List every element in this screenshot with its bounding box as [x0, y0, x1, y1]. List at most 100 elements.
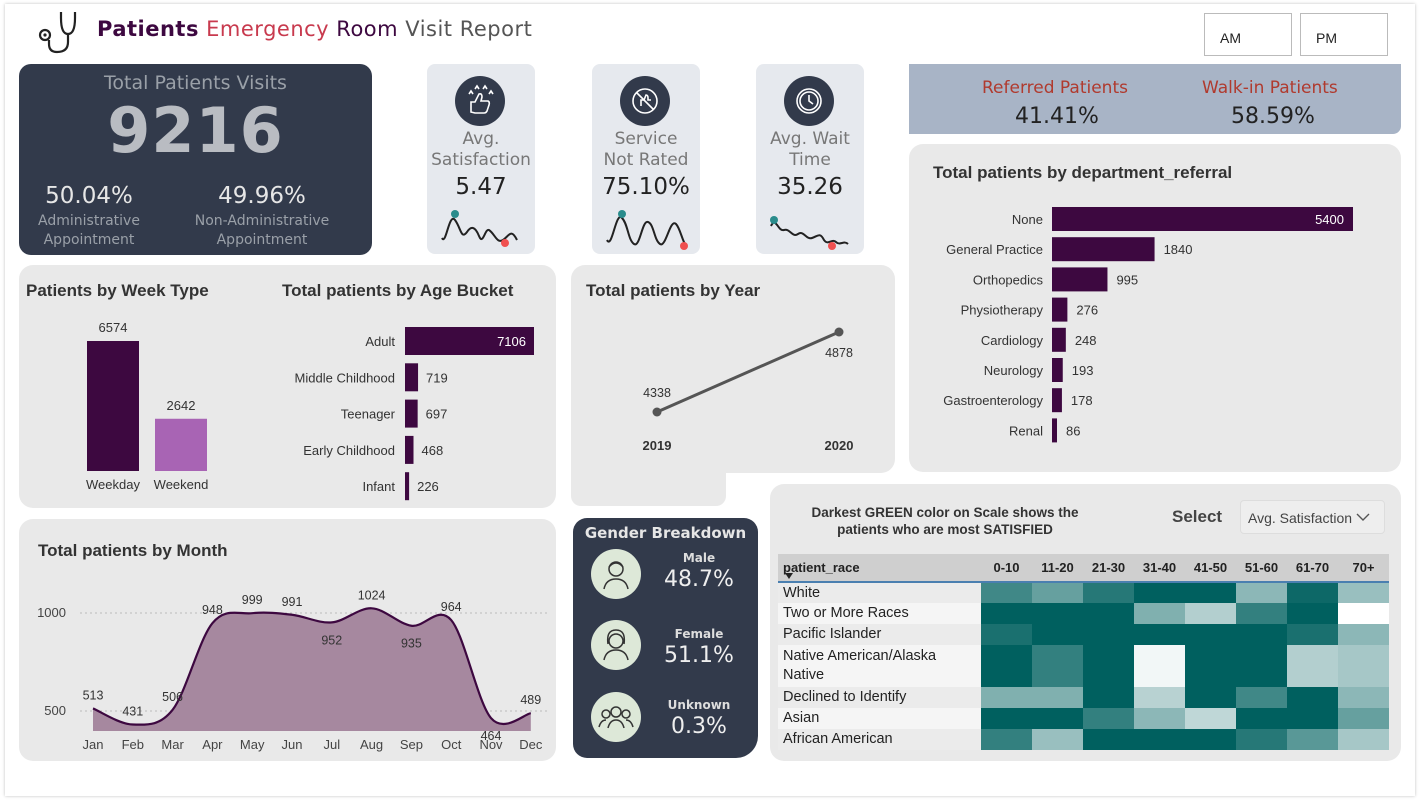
department-category-label: Orthopedics: [973, 272, 1044, 287]
heatmap-cell[interactable]: [1185, 603, 1236, 624]
year-chart: 4338 2019 4878 2020: [643, 327, 853, 453]
year-point[interactable]: [652, 407, 662, 417]
month-category-label: Apr: [202, 737, 223, 752]
heatmap-cell[interactable]: [981, 645, 1032, 687]
heatmap-cell[interactable]: [1338, 687, 1389, 708]
heatmap-cell[interactable]: [1083, 582, 1134, 603]
department-bar[interactable]: [1052, 207, 1353, 231]
age-bar[interactable]: [405, 399, 418, 428]
heatmap-cell[interactable]: [1338, 645, 1389, 687]
heatmap-cell[interactable]: [1338, 729, 1389, 750]
heatmap-cell[interactable]: [981, 582, 1032, 603]
month-category-label: Jun: [282, 737, 303, 752]
slicer-am-button[interactable]: AM: [1204, 13, 1292, 56]
heatmap-cell[interactable]: [1236, 708, 1287, 729]
metric-dropdown[interactable]: Avg. Satisfaction: [1240, 500, 1385, 534]
month-chart: 500 1000 513 Jan 431 Feb 506 Mar 948 Apr 999 May 991…: [37, 588, 550, 752]
heatmap-column-header[interactable]: 41-50: [1185, 554, 1236, 583]
heatmap-cell[interactable]: [1185, 708, 1236, 729]
patient-race-header[interactable]: patient_race: [778, 554, 981, 583]
heatmap-cell[interactable]: [1185, 729, 1236, 750]
age-category-label: Middle Childhood: [295, 370, 395, 385]
heatmap-cell[interactable]: [1134, 729, 1185, 750]
heatmap-cell[interactable]: [1287, 708, 1338, 729]
heatmap-cell[interactable]: [1134, 603, 1185, 624]
heatmap-cell[interactable]: [1287, 729, 1338, 750]
heatmap-cell[interactable]: [1134, 645, 1185, 687]
heatmap-cell[interactable]: [1338, 624, 1389, 645]
heatmap-cell[interactable]: [1236, 729, 1287, 750]
heatmap-cell[interactable]: [1134, 708, 1185, 729]
heatmap-cell[interactable]: [1032, 687, 1083, 708]
department-bar[interactable]: [1052, 237, 1155, 262]
walkin-label: Walk-in Patients: [1202, 78, 1338, 98]
heatmap-column-header[interactable]: 31-40: [1134, 554, 1185, 583]
heatmap-cell[interactable]: [1083, 729, 1134, 750]
heatmap-cell[interactable]: [1032, 645, 1083, 687]
heatmap-cell[interactable]: [1185, 687, 1236, 708]
heatmap-cell[interactable]: [1287, 582, 1338, 603]
heatmap-cell[interactable]: [1032, 729, 1083, 750]
heatmap-column-header[interactable]: 70+: [1338, 554, 1389, 583]
heatmap-column-header[interactable]: 0-10: [981, 554, 1032, 583]
heatmap-cell[interactable]: [1338, 708, 1389, 729]
service-not-rated-label-2: Not Rated: [603, 150, 689, 170]
heatmap-cell[interactable]: [1083, 645, 1134, 687]
heatmap-cell[interactable]: [1032, 603, 1083, 624]
heatmap-column-header[interactable]: 11-20: [1032, 554, 1083, 583]
heatmap-cell[interactable]: [1083, 624, 1134, 645]
year-point[interactable]: [834, 327, 844, 337]
heatmap-cell[interactable]: [1236, 645, 1287, 687]
department-bar[interactable]: [1052, 297, 1068, 322]
heatmap-column-header[interactable]: 51-60: [1236, 554, 1287, 583]
heatmap-cell[interactable]: [981, 603, 1032, 624]
heatmap-cell[interactable]: [1083, 687, 1134, 708]
heatmap-cell[interactable]: [1134, 582, 1185, 603]
heatmap-cell[interactable]: [1134, 687, 1185, 708]
heatmap-cell[interactable]: [1185, 624, 1236, 645]
heatmap-cell[interactable]: [1083, 708, 1134, 729]
heatmap-cell[interactable]: [1236, 603, 1287, 624]
avg-wait-time-label: Avg. Wait Time: [756, 129, 864, 171]
heatmap-cell[interactable]: [1287, 687, 1338, 708]
age-bar[interactable]: [405, 435, 414, 464]
heatmap-cell[interactable]: [1236, 687, 1287, 708]
heatmap-cell[interactable]: [1134, 624, 1185, 645]
heatmap-cell[interactable]: [1185, 645, 1236, 687]
month-series-line: [92, 607, 532, 726]
age-bar[interactable]: [405, 327, 534, 355]
department-bar[interactable]: [1052, 358, 1063, 382]
heatmap-cell[interactable]: [1032, 708, 1083, 729]
week-type-bar[interactable]: [155, 418, 207, 471]
heatmap-cell[interactable]: [1032, 582, 1083, 603]
heatmap-cell[interactable]: [981, 729, 1032, 750]
heatmap-cell[interactable]: [1287, 624, 1338, 645]
week-type-bar[interactable]: [87, 341, 139, 471]
heatmap-cell[interactable]: [981, 624, 1032, 645]
heatmap-cell[interactable]: [1338, 582, 1389, 603]
heatmap-cell[interactable]: [1287, 645, 1338, 687]
age-bar[interactable]: [405, 363, 419, 392]
heatmap-row: Pacific Islander: [778, 624, 1389, 645]
department-bar[interactable]: [1052, 388, 1062, 413]
heatmap-cell[interactable]: [1338, 603, 1389, 624]
age-value-label: 697: [426, 407, 448, 422]
heatmap-cell[interactable]: [1185, 582, 1236, 603]
department-bar[interactable]: [1052, 267, 1108, 292]
heatmap-cell[interactable]: [981, 708, 1032, 729]
department-referral-panel: Total patients by department_referral: [909, 144, 1401, 472]
department-bar[interactable]: [1052, 327, 1066, 352]
heatmap-cell[interactable]: [981, 687, 1032, 708]
heatmap-column-header[interactable]: 21-30: [1083, 554, 1134, 583]
slicer-pm-button[interactable]: PM: [1300, 13, 1388, 56]
heatmap-cell[interactable]: [1236, 582, 1287, 603]
department-chart-title: Total patients by department_referral: [933, 163, 1233, 182]
heatmap-row: Native American/Alaska Native: [778, 645, 1389, 687]
heatmap-cell[interactable]: [1032, 624, 1083, 645]
department-bar[interactable]: [1052, 418, 1057, 443]
age-bar[interactable]: [405, 472, 410, 501]
heatmap-column-header[interactable]: 61-70: [1287, 554, 1338, 583]
heatmap-cell[interactable]: [1287, 603, 1338, 624]
heatmap-cell[interactable]: [1083, 603, 1134, 624]
heatmap-cell[interactable]: [1236, 624, 1287, 645]
